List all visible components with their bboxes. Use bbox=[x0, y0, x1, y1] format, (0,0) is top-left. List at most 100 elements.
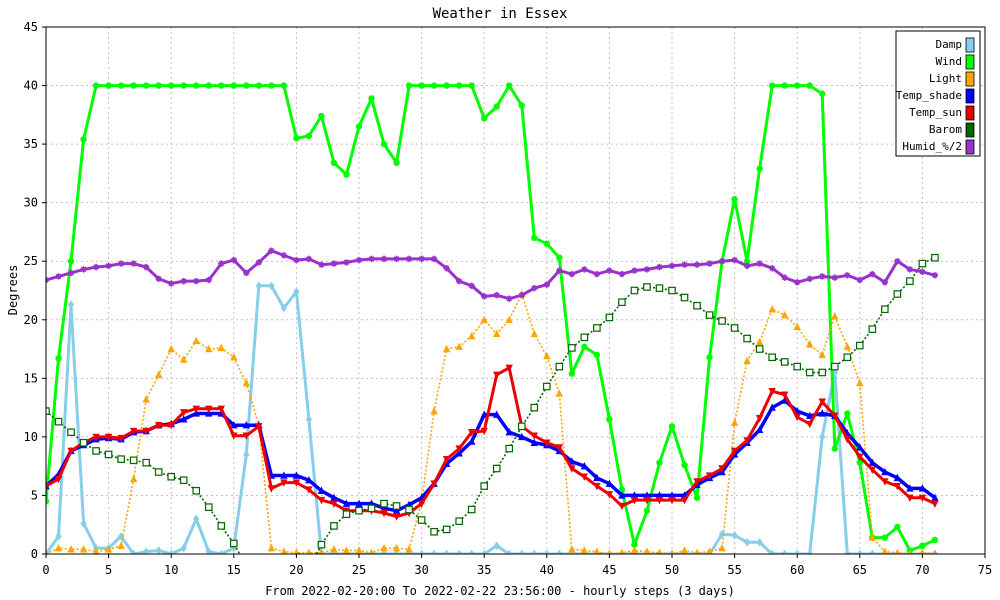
data-point-temp-shade bbox=[242, 420, 251, 429]
data-point-temp-sun bbox=[430, 480, 438, 488]
data-point-light bbox=[643, 547, 651, 554]
data-point-wind bbox=[193, 82, 200, 89]
data-point-light bbox=[706, 547, 713, 554]
data-point-temp-shade bbox=[806, 411, 814, 420]
x-tick-label: 0 bbox=[42, 563, 49, 577]
data-point-light bbox=[743, 356, 751, 364]
data-point-wind bbox=[593, 351, 601, 359]
data-point-temp-shade bbox=[467, 437, 476, 445]
data-point-light bbox=[442, 344, 451, 353]
data-point-temp-sun bbox=[868, 466, 877, 474]
data-point-barom bbox=[680, 293, 689, 302]
data-point-barom bbox=[46, 407, 50, 415]
data-point-wind bbox=[80, 136, 87, 143]
data-point-temp-sun bbox=[205, 405, 213, 413]
y-tick-label: 35 bbox=[24, 137, 38, 151]
data-point-humid-2 bbox=[681, 261, 688, 268]
data-point-barom bbox=[505, 444, 514, 453]
data-point-humid-2 bbox=[355, 256, 363, 264]
data-point-wind bbox=[243, 82, 250, 89]
x-tick-label: 65 bbox=[853, 563, 867, 577]
data-point-humid-2 bbox=[218, 260, 225, 267]
data-point-temp-sun bbox=[768, 388, 776, 396]
data-point-humid-2 bbox=[819, 273, 826, 280]
data-point-light bbox=[543, 351, 551, 360]
data-point-humid-2 bbox=[693, 261, 701, 268]
data-point-temp-sun bbox=[230, 432, 238, 440]
data-point-temp-sun bbox=[543, 439, 551, 447]
legend: Damp Wind Light Temp_shade Temp_sun Barom Humi… bbox=[895, 30, 981, 157]
data-point-temp-sun bbox=[467, 429, 476, 437]
legend-label: Damp bbox=[936, 38, 963, 51]
data-point-wind bbox=[468, 82, 475, 89]
data-point-wind bbox=[806, 82, 813, 89]
data-point-humid-2 bbox=[393, 255, 400, 263]
data-point-humid-2 bbox=[806, 275, 813, 282]
data-point-humid-2 bbox=[430, 255, 438, 263]
data-point-barom bbox=[655, 284, 664, 292]
x-tick-label: 60 bbox=[790, 563, 804, 577]
data-point-barom bbox=[555, 362, 564, 371]
data-point-humid-2 bbox=[794, 279, 801, 286]
data-point-wind bbox=[230, 82, 237, 89]
data-point-wind bbox=[418, 82, 425, 89]
data-point-humid-2 bbox=[731, 256, 738, 264]
data-point-barom bbox=[517, 422, 526, 431]
data-point-wind bbox=[67, 258, 75, 265]
data-point-light bbox=[280, 547, 288, 554]
data-point-humid-2 bbox=[856, 276, 863, 284]
data-point-barom bbox=[179, 476, 188, 485]
data-point-light bbox=[568, 545, 576, 553]
legend-swatch bbox=[965, 88, 975, 104]
data-point-light bbox=[593, 547, 601, 554]
data-point-light bbox=[780, 310, 789, 319]
data-point-humid-2 bbox=[543, 281, 550, 288]
data-point-humid-2 bbox=[919, 268, 926, 275]
data-point-humid-2 bbox=[343, 259, 350, 266]
data-point-wind bbox=[430, 82, 438, 89]
data-point-temp-shade bbox=[856, 443, 864, 451]
data-point-wind bbox=[105, 82, 112, 89]
data-point-damp bbox=[430, 549, 438, 554]
data-point-humid-2 bbox=[894, 258, 901, 265]
data-point-humid-2 bbox=[618, 270, 626, 278]
data-point-barom bbox=[593, 324, 601, 332]
data-point-temp-shade bbox=[818, 409, 826, 417]
data-point-barom bbox=[317, 540, 326, 549]
data-point-humid-2 bbox=[205, 276, 212, 284]
data-point-light bbox=[669, 549, 675, 554]
data-point-humid-2 bbox=[556, 267, 563, 274]
legend-swatch bbox=[965, 37, 975, 53]
data-point-temp-shade bbox=[780, 396, 789, 404]
data-point-humid-2 bbox=[881, 279, 889, 286]
data-point-temp-sun bbox=[730, 447, 739, 456]
data-point-humid-2 bbox=[844, 272, 851, 279]
data-point-light bbox=[46, 549, 49, 554]
data-point-wind bbox=[92, 82, 100, 89]
data-point-humid-2 bbox=[443, 265, 450, 272]
data-point-humid-2 bbox=[268, 247, 275, 254]
data-point-damp bbox=[243, 450, 250, 459]
x-tick-label: 75 bbox=[978, 563, 992, 577]
data-point-damp bbox=[556, 549, 563, 554]
data-point-humid-2 bbox=[67, 269, 75, 277]
data-point-wind bbox=[518, 102, 525, 109]
data-point-damp bbox=[80, 519, 87, 528]
data-point-temp-sun bbox=[881, 478, 889, 486]
data-point-light bbox=[730, 418, 739, 427]
data-point-temp-sun bbox=[54, 475, 63, 484]
data-point-temp-sun bbox=[680, 496, 689, 505]
data-point-barom bbox=[580, 333, 589, 342]
data-point-barom bbox=[906, 277, 914, 285]
data-point-light bbox=[142, 395, 150, 403]
y-tick-label: 5 bbox=[31, 488, 38, 502]
y-tick-label: 10 bbox=[24, 430, 38, 444]
data-point-humid-2 bbox=[193, 277, 200, 285]
data-point-temp-sun bbox=[117, 434, 125, 443]
data-point-temp-sun bbox=[856, 453, 864, 461]
data-point-temp-sun bbox=[104, 433, 113, 442]
x-tick-label: 15 bbox=[227, 563, 241, 577]
data-point-temp-sun bbox=[555, 444, 564, 452]
data-point-humid-2 bbox=[318, 261, 325, 268]
data-point-barom bbox=[780, 358, 789, 366]
